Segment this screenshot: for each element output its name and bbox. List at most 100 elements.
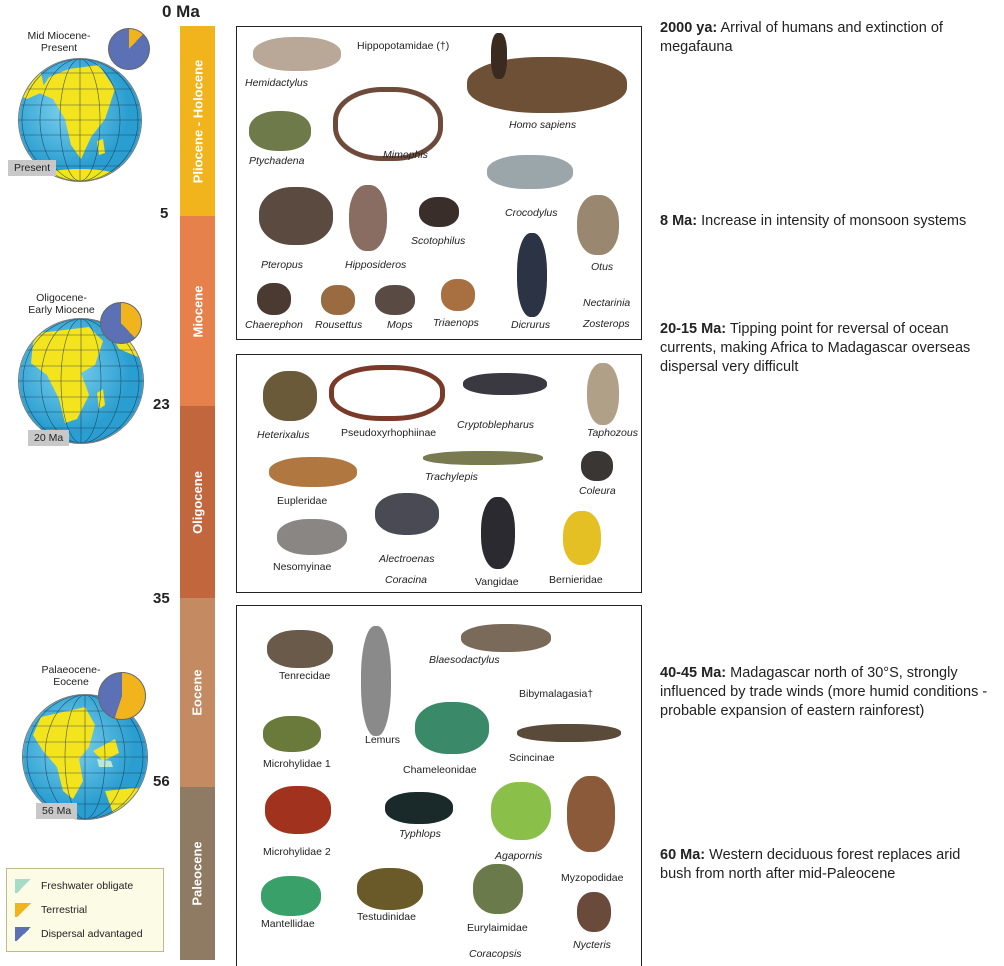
globe-3-title: Palaeocene- Eocene bbox=[41, 664, 101, 688]
myzopodidae-image bbox=[567, 776, 615, 852]
label-myzopodidae: Myzopodidae bbox=[561, 872, 624, 884]
legend: Freshwater obligate Terrestrial Dispersa… bbox=[6, 868, 164, 952]
label-scincinae: Scincinae bbox=[509, 752, 555, 764]
event-date: 8 Ma: bbox=[660, 213, 698, 229]
nesomyinae-image bbox=[277, 519, 347, 555]
microhylidae-1-image bbox=[263, 716, 321, 752]
event-2000ya: 2000 ya: Arrival of humans and extinctio… bbox=[660, 19, 990, 57]
tick-0: 0 Ma bbox=[162, 2, 200, 21]
label-homo-sapiens: Homo sapiens bbox=[509, 119, 577, 131]
era-miocene: Miocene bbox=[180, 216, 215, 406]
event-date: 2000 ya: bbox=[660, 20, 718, 36]
hemidactylus-image bbox=[253, 37, 341, 71]
label-mops: Mops bbox=[387, 319, 413, 331]
label-lemurs: Lemurs bbox=[365, 734, 401, 746]
globe-2-title: Oligocene- Early Miocene bbox=[28, 292, 95, 316]
event-date: 60 Ma: bbox=[660, 847, 706, 863]
tenrecidae-image bbox=[267, 630, 333, 668]
label-coleura: Coleura bbox=[579, 485, 616, 497]
label-trachylepis: Trachylepis bbox=[425, 471, 478, 483]
label-hemidactylus: Hemidactylus bbox=[245, 77, 309, 89]
legend-swatch-terrestrial bbox=[15, 903, 33, 917]
chaerephon-image bbox=[257, 283, 291, 315]
label-rousettus: Rousettus bbox=[315, 319, 363, 331]
trachylepis-image bbox=[423, 451, 543, 465]
globe-2-pie bbox=[100, 302, 142, 344]
event-text: Arrival of humans and extinction of mega… bbox=[660, 20, 943, 55]
event-text: Tipping point for reversal of ocean curr… bbox=[660, 321, 971, 375]
era-label: Paleocene bbox=[190, 841, 206, 906]
label-vangidae: Vangidae bbox=[475, 576, 519, 588]
mimophis-image bbox=[333, 87, 443, 161]
legend-swatch-dispersal bbox=[15, 927, 33, 941]
event-8ma: 8 Ma: Increase in intensity of monsoon s… bbox=[660, 212, 990, 231]
label-bibymalagasia: Bibymalagasia† bbox=[519, 688, 594, 700]
event-text: Western deciduous forest replaces arid b… bbox=[660, 847, 961, 882]
era-eocene: Eocene bbox=[180, 598, 215, 787]
label-nesomyinae: Nesomyinae bbox=[273, 561, 332, 573]
label-dicrurus: Dicrurus bbox=[511, 319, 551, 331]
taphozous-image bbox=[587, 363, 619, 425]
label-typhlops: Typhlops bbox=[399, 828, 441, 840]
panel-eocene-paleocene: Tenrecidae Blaesodactylus Bibymalagasia†… bbox=[236, 605, 642, 966]
legend-label: Dispersal advantaged bbox=[41, 928, 143, 940]
heterixalus-image bbox=[263, 371, 317, 421]
era-paleocene: Paleocene bbox=[180, 787, 215, 960]
era-label: Pliocene - Holocene bbox=[190, 59, 206, 183]
mops-image bbox=[375, 285, 415, 315]
scotophilus-image bbox=[419, 197, 459, 227]
typhlops-image bbox=[385, 792, 453, 824]
eurylaimidae-image bbox=[473, 864, 523, 914]
panel-pliocene-miocene: Hippopotamidae (†) Hemidactylus Ptychade… bbox=[236, 26, 642, 340]
coleura-image bbox=[581, 451, 613, 481]
label-scotophilus: Scotophilus bbox=[411, 235, 466, 247]
pseudoxyrhophiinae-image bbox=[329, 365, 445, 421]
label-eurylaimidae: Eurylaimidae bbox=[467, 922, 528, 934]
label-coracina: Coracina bbox=[385, 574, 428, 586]
event-40-45ma: 40-45 Ma: Madagascar north of 30°S, stro… bbox=[660, 664, 990, 721]
mantellidae-image bbox=[261, 876, 321, 916]
nycteris-image bbox=[577, 892, 611, 932]
pteropus-image bbox=[259, 187, 333, 245]
globe-1-title: Mid Miocene- Present bbox=[27, 30, 91, 54]
label-bernieridae: Bernieridae bbox=[549, 574, 603, 586]
label-cryptoblepharus: Cryptoblepharus bbox=[457, 419, 535, 431]
crocodylus-image bbox=[487, 155, 573, 189]
tick-5: 5 bbox=[160, 205, 169, 222]
label-ptychadena: Ptychadena bbox=[249, 155, 305, 167]
label-nycteris: Nycteris bbox=[573, 939, 611, 951]
event-60ma: 60 Ma: Western deciduous forest replaces… bbox=[660, 846, 990, 884]
era-pliocene-holocene: Pliocene - Holocene bbox=[180, 26, 215, 216]
label-testudinidae: Testudinidae bbox=[357, 911, 416, 923]
label-pseudoxyrhophiinae: Pseudoxyrhophiinae bbox=[341, 427, 437, 439]
ptychadena-image bbox=[249, 111, 311, 151]
label-taphozous: Taphozous bbox=[587, 427, 638, 439]
legend-label: Terrestrial bbox=[41, 904, 88, 916]
tick-35: 35 bbox=[153, 590, 170, 607]
eupleridae-image bbox=[269, 457, 357, 487]
label-otus: Otus bbox=[591, 261, 614, 273]
legend-swatch-freshwater bbox=[15, 879, 33, 893]
label-crocodylus: Crocodylus bbox=[505, 207, 558, 219]
hipposideros-image bbox=[349, 185, 387, 251]
event-date: 20-15 Ma: bbox=[660, 321, 727, 337]
vangidae-image bbox=[481, 497, 515, 569]
tick-56: 56 bbox=[153, 773, 170, 790]
cryptoblepharus-image bbox=[463, 373, 547, 395]
chameleonidae-image bbox=[415, 702, 489, 754]
event-date: 40-45 Ma: bbox=[660, 665, 727, 681]
label-mantellidae: Mantellidae bbox=[261, 918, 315, 930]
testudinidae-image bbox=[357, 868, 423, 910]
globe-2-tag: 20 Ma bbox=[28, 430, 70, 446]
rousettus-image bbox=[321, 285, 355, 315]
label-coracopsis: Coracopsis bbox=[469, 948, 522, 960]
era-label: Miocene bbox=[190, 284, 206, 338]
event-20-15ma: 20-15 Ma: Tipping point for reversal of … bbox=[660, 320, 990, 377]
globe-3-pie bbox=[98, 672, 146, 720]
label-pteropus: Pteropus bbox=[261, 259, 304, 271]
label-agapornis: Agapornis bbox=[495, 850, 543, 862]
label-chaerephon: Chaerephon bbox=[245, 319, 303, 331]
label-mimophis: Mimophis bbox=[383, 149, 428, 161]
event-text: Increase in intensity of monsoon systems bbox=[697, 213, 967, 229]
label-zosterops: Zosterops bbox=[583, 318, 630, 330]
